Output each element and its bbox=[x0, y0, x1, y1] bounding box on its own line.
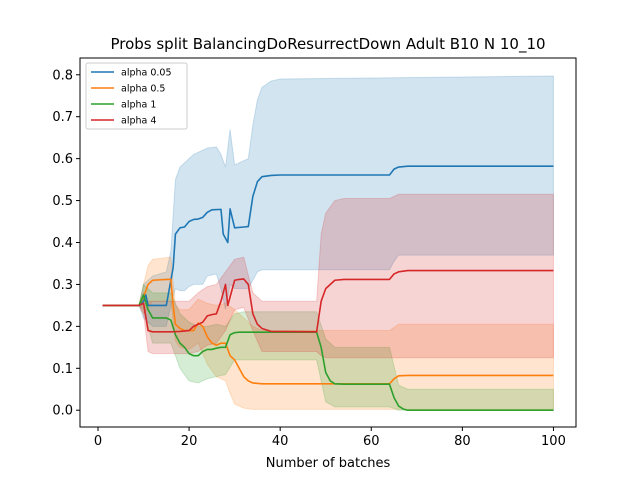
series-line-alpha-1 bbox=[102, 294, 554, 412]
y-tick-label: 0.4 bbox=[52, 236, 73, 251]
legend-label-alpha-0-05: alpha 0.05 bbox=[121, 68, 172, 79]
x-tick-label: 40 bbox=[272, 434, 289, 449]
y-tick-label: 0.0 bbox=[52, 404, 73, 419]
series-line-alpha-0-05 bbox=[102, 165, 554, 307]
series-lines bbox=[102, 165, 554, 412]
legend: alpha 0.05 alpha 0.5 alpha 1 alpha 4 bbox=[85, 62, 188, 130]
legend-label-alpha-4: alpha 4 bbox=[121, 116, 156, 127]
x-tick-label: 0 bbox=[94, 434, 102, 449]
x-tick-label: 80 bbox=[454, 434, 471, 449]
chart-title: Probs split BalancingDoResurrectDown Adu… bbox=[110, 35, 545, 54]
x-tick-label: 100 bbox=[541, 434, 566, 449]
y-axis-ticks: 0.0 0.1 0.2 0.3 0.4 0.5 0.6 0.7 0.8 bbox=[52, 68, 80, 419]
x-axis-label: Number of batches bbox=[266, 456, 391, 471]
legend-label-alpha-1: alpha 1 bbox=[121, 100, 156, 111]
x-tick-label: 20 bbox=[181, 434, 198, 449]
y-tick-label: 0.8 bbox=[52, 68, 73, 83]
y-tick-label: 0.2 bbox=[52, 320, 73, 335]
series-line-alpha-0-5 bbox=[102, 278, 554, 385]
y-tick-label: 0.5 bbox=[52, 194, 73, 209]
y-tick-label: 0.7 bbox=[52, 110, 73, 125]
confidence-bands bbox=[102, 75, 554, 411]
legend-label-alpha-0-5: alpha 0.5 bbox=[121, 84, 165, 95]
band-alpha-4 bbox=[102, 193, 554, 359]
band-alpha-0-5 bbox=[102, 256, 554, 410]
series-line-alpha-4 bbox=[102, 269, 554, 333]
legend-box bbox=[85, 62, 188, 130]
y-tick-label: 0.6 bbox=[52, 152, 73, 167]
y-tick-label: 0.3 bbox=[52, 278, 73, 293]
y-tick-label: 0.1 bbox=[52, 362, 73, 377]
x-axis-ticks: 0 20 40 60 80 100 bbox=[94, 427, 566, 449]
x-tick-label: 60 bbox=[363, 434, 380, 449]
band-alpha-1 bbox=[102, 283, 554, 411]
